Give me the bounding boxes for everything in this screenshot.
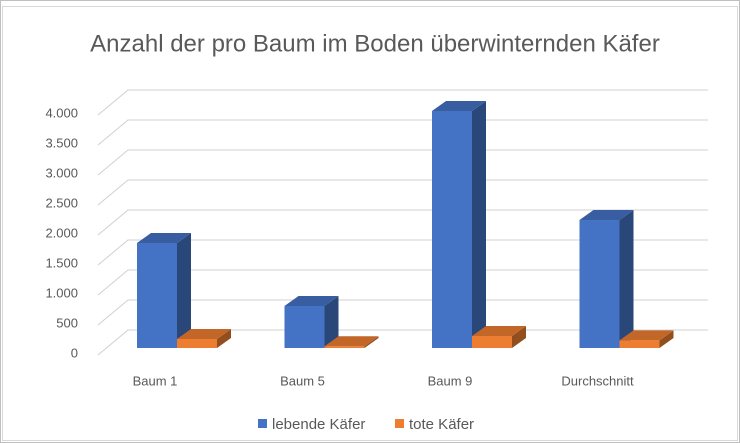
bar-top <box>579 210 634 221</box>
bar <box>619 340 660 348</box>
y-tick-label: 4.000 <box>45 105 78 120</box>
grid-line <box>97 119 708 146</box>
legend-swatch <box>395 419 404 428</box>
bar-side <box>324 296 339 348</box>
y-tick-label: 1.500 <box>45 255 78 270</box>
grid-line <box>97 209 708 236</box>
bar-side <box>512 326 526 348</box>
y-tick-label: 3.000 <box>45 165 78 180</box>
bar <box>324 346 365 348</box>
chart-title: Anzahl der pro Baum im Boden überwintern… <box>90 30 660 57</box>
bar-side <box>659 330 674 348</box>
x-tick-label: Durchschnitt <box>561 373 634 388</box>
bar <box>579 220 620 348</box>
grid-line <box>97 299 708 326</box>
bar-top <box>284 296 339 306</box>
x-tick-label: Baum 9 <box>428 373 473 388</box>
y-tick-label: 2.000 <box>45 225 78 240</box>
legend-swatch <box>258 419 267 428</box>
x-tick-label: Baum 1 <box>133 373 178 388</box>
grid-line <box>97 149 708 176</box>
x-tick-label: Baum 5 <box>280 373 325 388</box>
bar-side <box>472 101 486 348</box>
bar-side <box>177 233 191 348</box>
bar-side <box>364 336 379 348</box>
bar-side <box>619 210 634 348</box>
y-tick-label: 500 <box>56 315 78 330</box>
grid-line <box>97 269 708 296</box>
y-tick-label: 1.000 <box>45 285 78 300</box>
y-tick-label: 0 <box>71 345 78 360</box>
chart-area <box>2 6 738 441</box>
bar-top <box>432 101 486 111</box>
grid-line <box>97 239 708 266</box>
bar-top <box>137 233 191 243</box>
bar <box>137 243 177 348</box>
bar-top <box>472 326 526 336</box>
bar <box>177 339 217 348</box>
legend-label: tote Käfer <box>409 416 474 433</box>
bar <box>472 336 512 348</box>
bar <box>284 306 325 348</box>
bar-top <box>619 330 674 341</box>
y-tick-label: 3.500 <box>45 135 78 150</box>
bar <box>432 111 472 348</box>
bar-top <box>324 336 379 347</box>
bar-top <box>177 329 231 339</box>
grid-line <box>97 179 708 206</box>
grid-line <box>97 89 708 116</box>
bar-side <box>217 329 231 348</box>
y-tick-label: 2.500 <box>45 195 78 210</box>
legend-label: lebende Käfer <box>272 416 365 433</box>
